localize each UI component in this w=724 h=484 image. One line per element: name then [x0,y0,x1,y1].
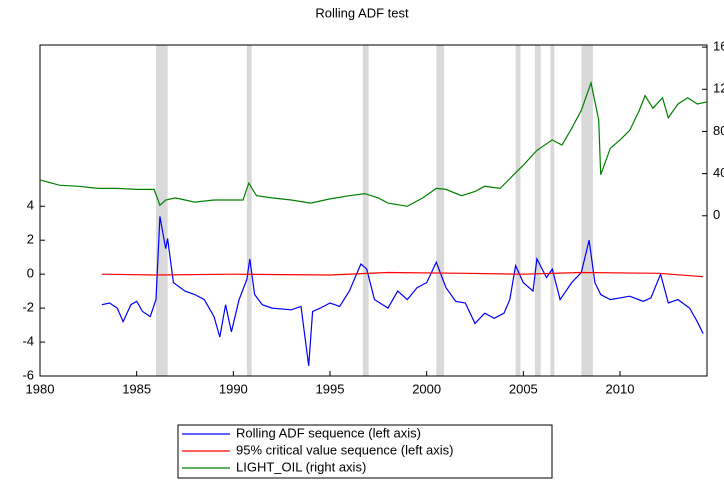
y2-tick-label: 40 [713,165,724,180]
y-tick-label: -6 [22,367,34,382]
legend-box [177,424,553,479]
y-tick-label: 0 [27,266,34,281]
y2-tick-label: 0 [713,207,720,222]
shaded-period [534,45,541,376]
x-tick-label: 2005 [509,381,538,396]
shaded-period [436,45,445,376]
legend-label: Rolling ADF sequence (left axis) [236,425,421,440]
x-tick-label: 2010 [606,381,635,396]
shaded-period [550,45,555,376]
chart-title: Rolling ADF test [315,5,409,20]
x-tick-label: 1985 [122,381,151,396]
legend-label: 95% critical value sequence (left axis) [236,442,454,457]
y2-tick-label: 160 [713,39,724,54]
shaded-period [362,45,369,376]
series-line [101,271,704,278]
x-tick-label: 1990 [219,381,248,396]
y-tick-label: 2 [27,232,34,247]
legend-label: LIGHT_OIL (right axis) [236,459,366,474]
plot-frame [39,44,708,377]
y2-tick-label: 120 [713,81,724,96]
shaded-period [156,45,168,376]
y-tick-label: -4 [22,333,34,348]
shaded-period [246,45,252,376]
y-tick-label: -2 [22,300,34,315]
shaded-period [515,45,521,376]
series-line [39,80,708,207]
x-tick-label: 1980 [26,381,55,396]
y-tick-label: 4 [27,198,34,213]
x-tick-label: 1995 [316,381,345,396]
x-tick-label: 2000 [412,381,441,396]
series-line [101,216,704,366]
shaded-period [581,45,593,376]
y2-tick-label: 80 [713,123,724,138]
